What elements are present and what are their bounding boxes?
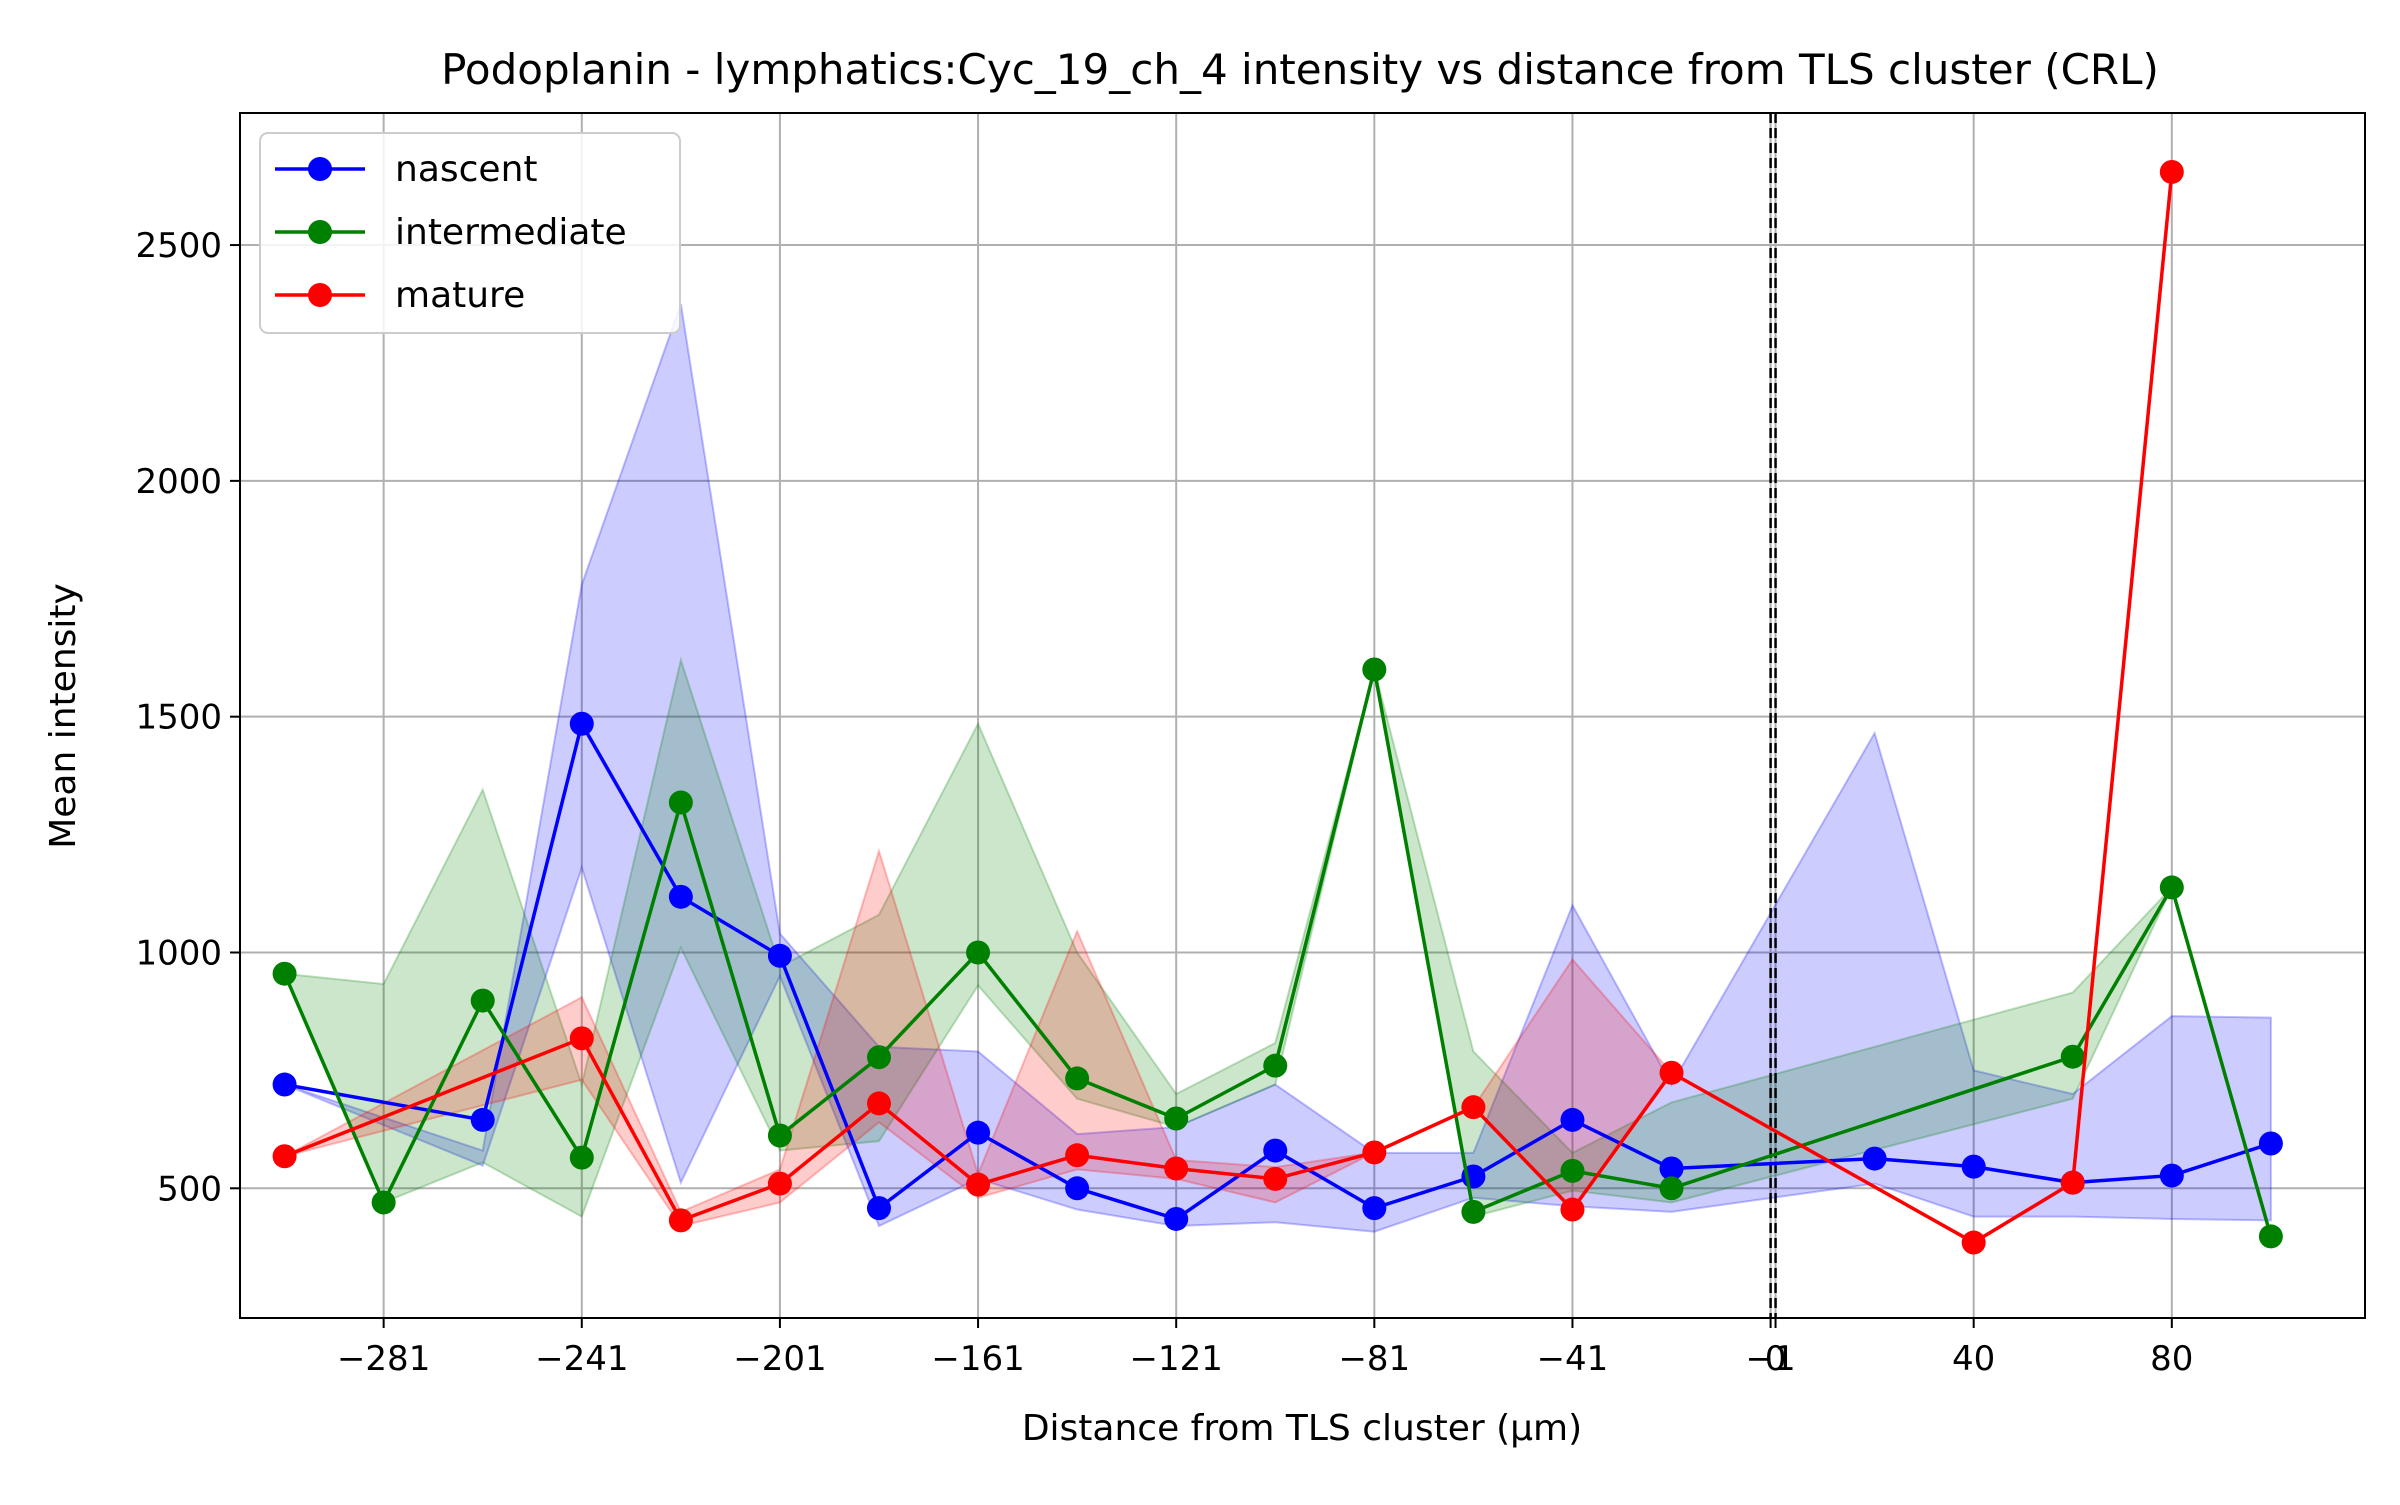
point-intermediate [2258, 1224, 2283, 1249]
plot-frame [239, 112, 2366, 1319]
reference-lines [1769, 113, 1777, 1318]
point-mature [866, 1091, 891, 1116]
x-tick-label: −121 [1129, 1339, 1222, 1379]
point-mature [569, 1026, 594, 1051]
y-axis-ticks: 500 1000 1500 2000 2500 [135, 226, 240, 1209]
point-nascent [1862, 1146, 1887, 1171]
point-intermediate [1362, 657, 1387, 682]
point-intermediate [2060, 1044, 2085, 1069]
point-nascent [767, 943, 792, 968]
point-mature [767, 1171, 792, 1196]
point-mature [1362, 1140, 1387, 1165]
point-nascent [1362, 1196, 1387, 1221]
x-tick-label: 80 [2150, 1339, 2193, 1379]
x-tick-label: −161 [931, 1339, 1024, 1379]
y-tick-label: 2000 [135, 462, 222, 502]
point-nascent [470, 1107, 495, 1132]
legend: nascent intermediate mature [259, 132, 681, 334]
x-tick-label: −81 [1338, 1339, 1410, 1379]
point-intermediate [1461, 1199, 1486, 1224]
point-mature [1961, 1230, 1986, 1255]
point-nascent [2159, 1163, 2184, 1188]
point-nascent [866, 1196, 891, 1221]
point-mature [1164, 1156, 1189, 1181]
legend-marker-mature [308, 283, 332, 307]
x-axis-label: Distance from TLS cluster (μm) [1022, 1408, 1582, 1449]
point-intermediate [2159, 875, 2184, 900]
line-mature [283, 171, 2174, 1245]
point-mature [1461, 1095, 1486, 1120]
x-tick-label: −241 [535, 1339, 628, 1379]
legend-label-nascent: nascent [395, 149, 538, 190]
x-tick-label: −281 [337, 1339, 430, 1379]
series-lines [272, 159, 2283, 1255]
chart-title: Podoplanin - lymphatics:Cyc_19_ch_4 inte… [441, 45, 2159, 94]
y-axis-label: Mean intensity [43, 583, 84, 849]
legend-box [259, 132, 681, 334]
point-intermediate [767, 1123, 792, 1148]
point-intermediate [371, 1190, 396, 1215]
point-nascent [569, 711, 594, 736]
point-mature [1560, 1197, 1585, 1222]
line-intermediate [282, 667, 2273, 1237]
x-tick-label: −41 [1537, 1339, 1609, 1379]
point-nascent [1164, 1206, 1189, 1231]
point-nascent [1065, 1176, 1090, 1201]
point-mature [1065, 1143, 1090, 1168]
legend-marker-nascent [308, 157, 332, 181]
point-intermediate [569, 1145, 594, 1170]
point-mature [1659, 1060, 1684, 1085]
point-nascent [1659, 1156, 1684, 1181]
point-mature [668, 1208, 693, 1233]
point-nascent [2258, 1131, 2283, 1156]
point-intermediate [1659, 1176, 1684, 1201]
point-intermediate [1065, 1066, 1090, 1091]
point-intermediate [1164, 1106, 1189, 1131]
point-intermediate [668, 790, 693, 815]
legend-label-mature: mature [395, 275, 525, 316]
point-nascent [668, 884, 693, 909]
point-intermediate [1560, 1158, 1585, 1183]
legend-label-intermediate: intermediate [395, 212, 627, 253]
point-intermediate [866, 1045, 891, 1070]
x-tick-label: 0 [1765, 1339, 1787, 1379]
x-tick-label: −1 [1746, 1339, 1796, 1379]
point-intermediate [1263, 1053, 1288, 1078]
x-tick-label: −201 [733, 1339, 826, 1379]
legend-marker-intermediate [308, 220, 332, 244]
y-tick-label: 1500 [135, 698, 222, 738]
point-nascent [1263, 1138, 1288, 1163]
point-nascent [1961, 1154, 1986, 1179]
point-mature [272, 1144, 297, 1169]
point-nascent [966, 1120, 991, 1145]
point-nascent [272, 1072, 297, 1097]
point-mature [2060, 1170, 2085, 1195]
y-tick-label: 2500 [135, 226, 222, 266]
x-tick-label: 40 [1952, 1339, 1995, 1379]
point-intermediate [272, 961, 297, 986]
point-intermediate [966, 940, 991, 965]
x-axis-ticks: −281 −241 −201 −161 −121 −81 −41 −10 40 80 [337, 1318, 2193, 1379]
point-mature [2159, 159, 2184, 184]
point-mature [1263, 1166, 1288, 1191]
point-nascent [1560, 1107, 1585, 1132]
y-tick-label: 500 [157, 1169, 222, 1209]
point-intermediate [470, 988, 495, 1013]
point-mature [966, 1172, 991, 1197]
y-tick-label: 1000 [135, 933, 222, 973]
